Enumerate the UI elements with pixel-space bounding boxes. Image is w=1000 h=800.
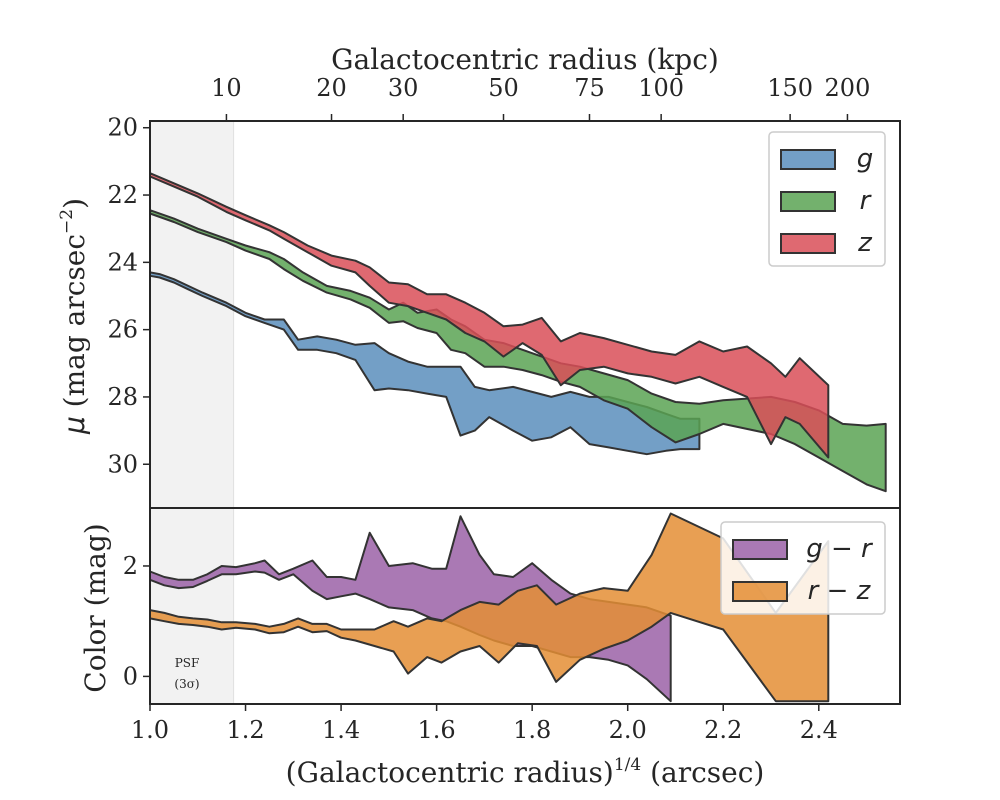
- x-tick-label-bottom: 1.0: [131, 716, 169, 744]
- bottom-y-axis-label: Color (mag): [79, 523, 112, 692]
- legend-label-r-z: r − z: [808, 576, 872, 606]
- y-tick-label-top: 26: [107, 316, 138, 344]
- bottom-legend: g − r r − z: [720, 521, 886, 615]
- band-g: [149, 271, 701, 456]
- x-tick-label-top: 150: [767, 74, 813, 102]
- y-tick-label-bottom: 0: [123, 662, 138, 690]
- bottom-panel-frame: [149, 507, 901, 705]
- top-legend: grz: [768, 131, 886, 267]
- x-tick-label-top: 20: [316, 74, 347, 102]
- psf-shade-top: [150, 121, 234, 508]
- y-tick-label-top: 24: [107, 248, 138, 276]
- y-tick-label-top: 30: [107, 450, 138, 478]
- y-tick-label-top: 28: [107, 383, 138, 411]
- y-tick-label-bottom: 2: [123, 552, 138, 580]
- x-tick-label-top: 10: [211, 74, 242, 102]
- legend-swatch-z: [780, 233, 836, 254]
- x-tick-label-bottom: 2.4: [800, 716, 838, 744]
- x-tick-label-top: 30: [388, 74, 419, 102]
- x-tick-label-bottom: 1.6: [418, 716, 456, 744]
- legend-label-g: g: [857, 144, 874, 174]
- x-tick-label-bottom: 2.0: [609, 716, 647, 744]
- x-tick-label-top: 100: [638, 74, 684, 102]
- legend-label-z: z: [857, 228, 873, 258]
- x-tick-label-bottom: 1.8: [513, 716, 551, 744]
- x-tick-label-bottom: 1.2: [226, 716, 264, 744]
- legend-swatch-g-r: [732, 539, 788, 560]
- top-y-axis-label: μ (mag arcsec−2): [57, 198, 91, 435]
- x-tick-label-top: 50: [488, 74, 519, 102]
- x-tick-label-top: 200: [825, 74, 871, 102]
- surface-brightness-bands: [149, 172, 887, 493]
- x-tick-label-bottom: 1.4: [322, 716, 360, 744]
- psf-shade-bottom: [150, 508, 234, 704]
- legend-swatch-r-z: [732, 581, 788, 602]
- bottom-x-axis-label: (Galactocentric radius)1/4 (arcsec): [286, 755, 765, 789]
- y-tick-label-top: 22: [107, 181, 138, 209]
- x-tick-label-top: 75: [574, 74, 605, 102]
- psf-sigma-label: (3σ): [174, 677, 199, 691]
- y-tick-label-top: 20: [107, 114, 138, 142]
- legend-label-g-r: g − r: [806, 534, 874, 564]
- legend-swatch-g: [780, 149, 836, 170]
- x-tick-label-bottom: 2.2: [704, 716, 742, 744]
- axis-ticks: 20 22 24 26 28 30 10 20 30 50 75 100 150 200 0 2 1.0 1.2 1…: [107, 74, 870, 744]
- legend-swatch-r: [780, 191, 836, 212]
- legend-label-r: r: [860, 186, 873, 216]
- band-z: [149, 172, 830, 459]
- band-g-r: [149, 515, 672, 703]
- top-x-axis-label: Galactocentric radius (kpc): [331, 43, 719, 76]
- psf-label: PSF: [175, 656, 200, 670]
